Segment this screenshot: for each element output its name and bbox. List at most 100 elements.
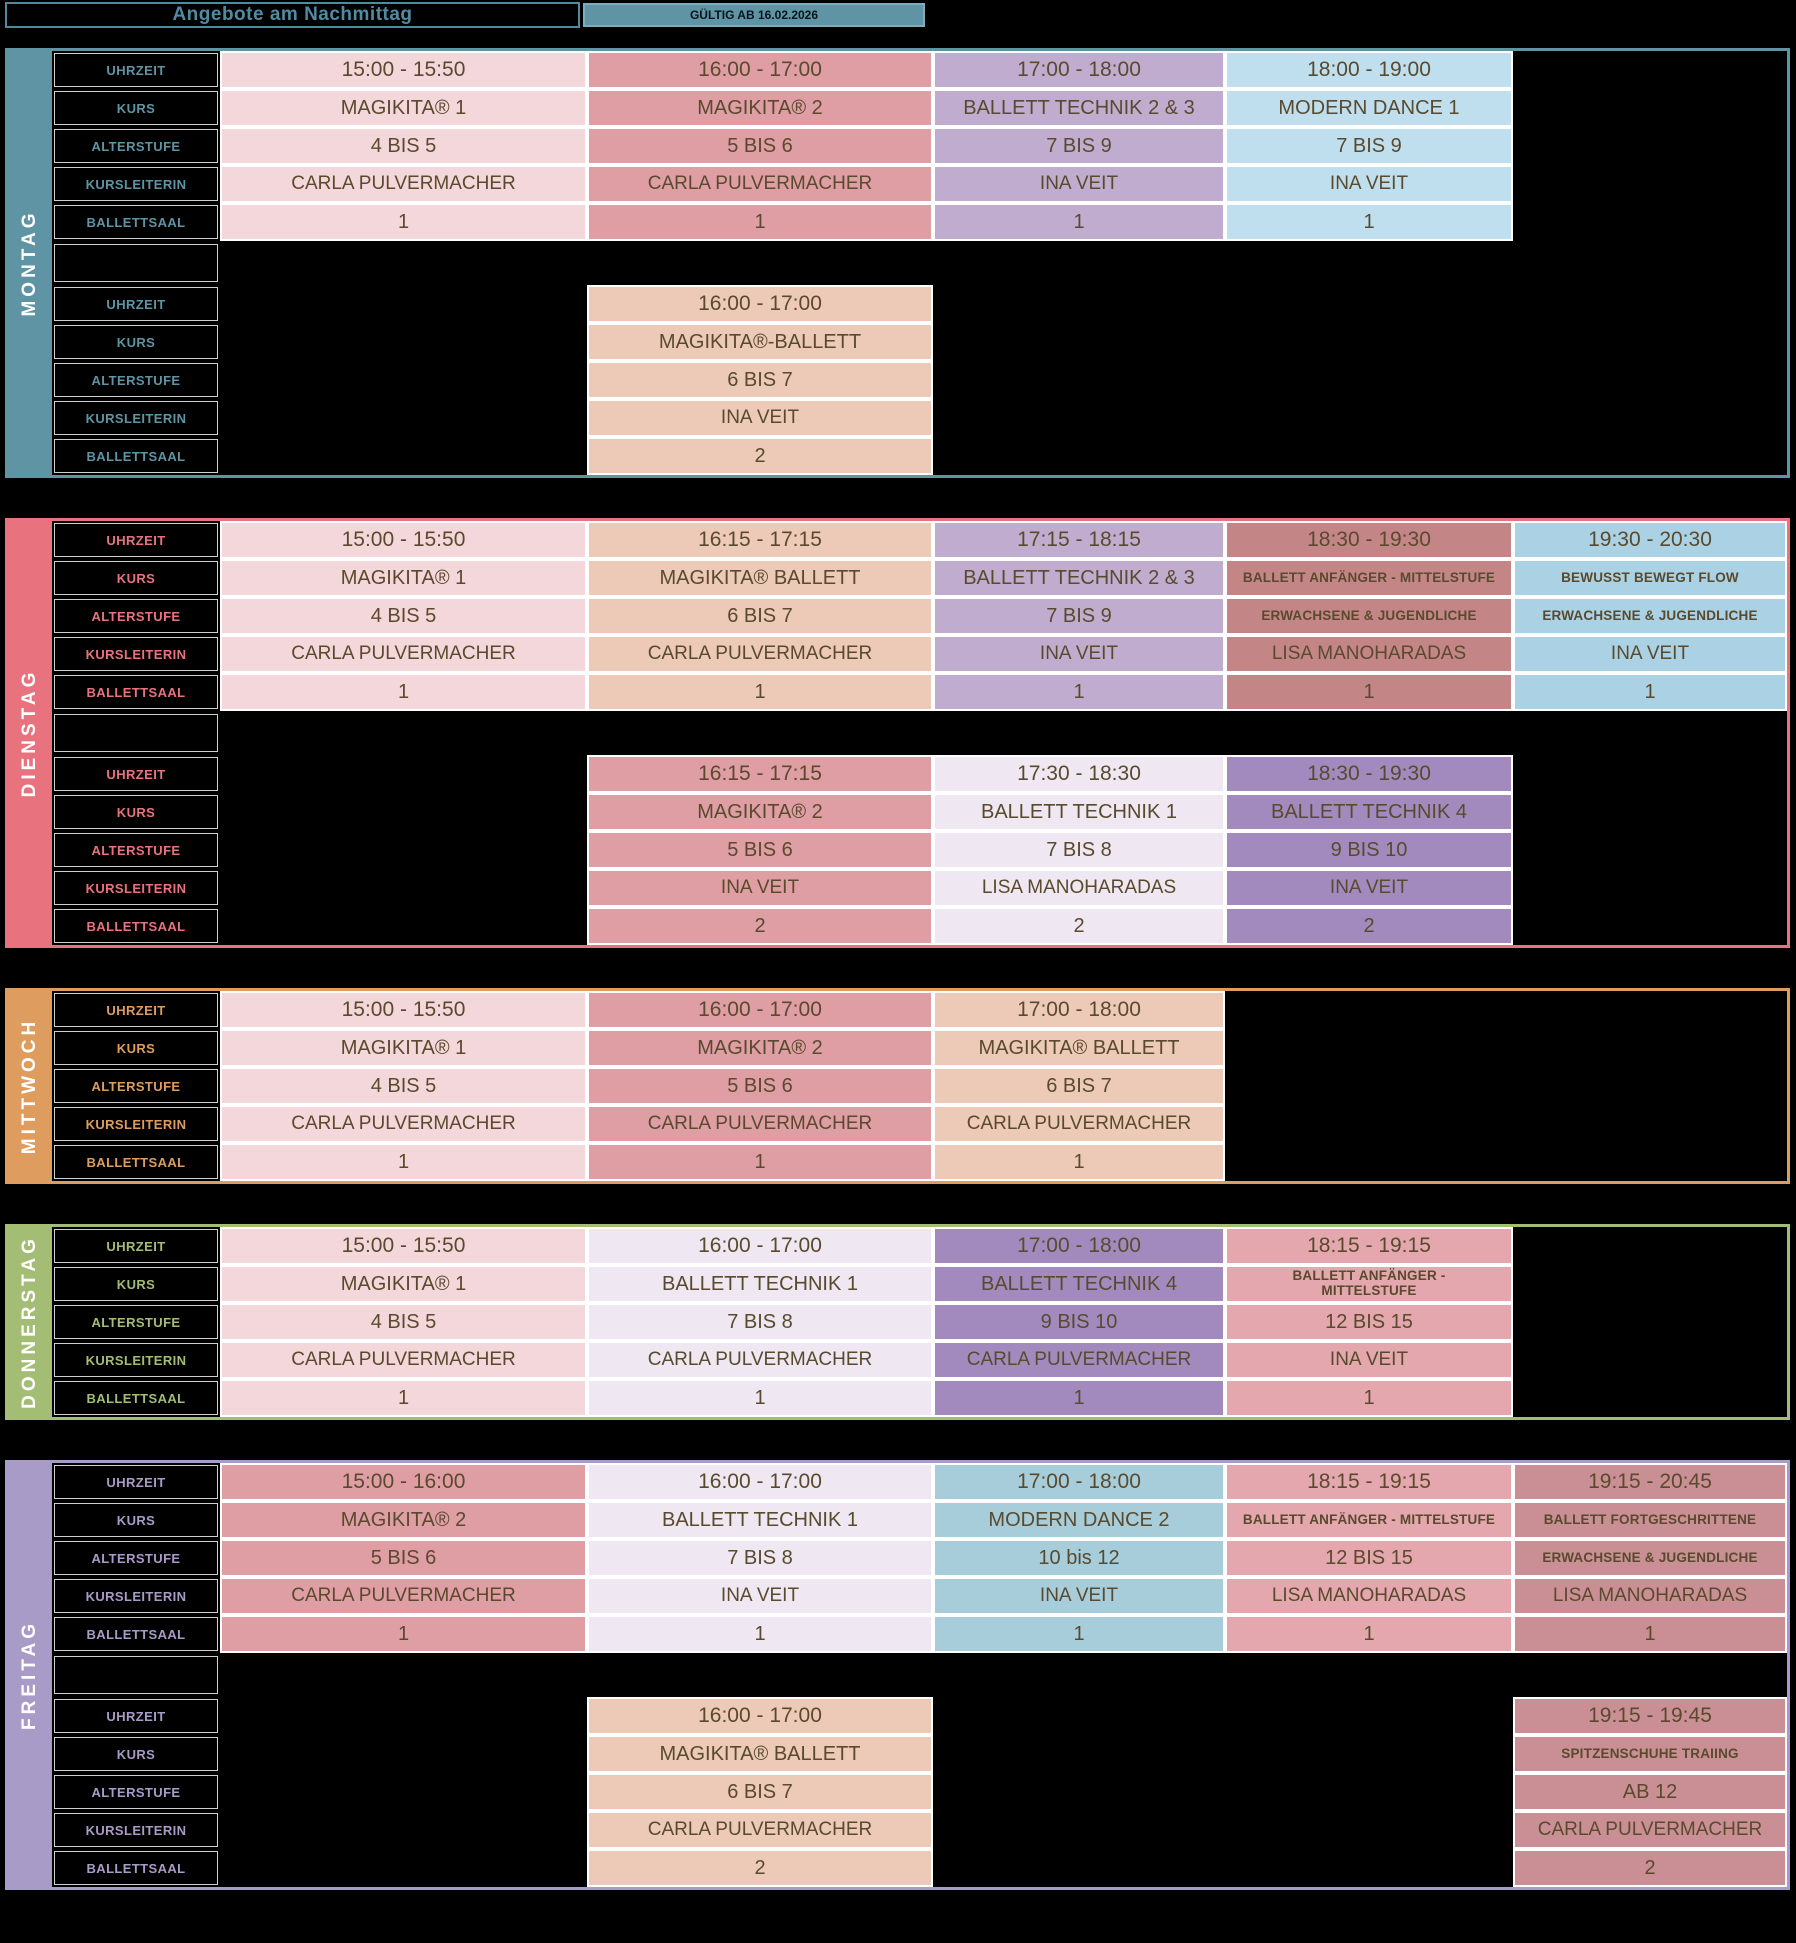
- teacher-cell: CARLA PULVERMACHER: [933, 1105, 1225, 1143]
- room-cell: 1: [933, 1615, 1225, 1653]
- row-label-age: ALTERSTUFE: [54, 129, 218, 163]
- age-cell: 7 BIS 8: [933, 831, 1225, 869]
- row-label-time: UHRZEIT: [54, 287, 218, 321]
- course-cell: MAGIKITA® 1: [220, 89, 587, 127]
- course-block: UHRZEIT KURS ALTERSTUFE KURSLEITERIN BALLETT…: [52, 1697, 1787, 1887]
- row-label-room: BALLETTSAAL: [54, 909, 218, 943]
- row-label-time: UHRZEIT: [54, 1229, 218, 1263]
- age-cell: 6 BIS 7: [587, 1773, 933, 1811]
- teacher-cell: INA VEIT: [587, 869, 933, 907]
- teacher-cell: INA VEIT: [1225, 1341, 1513, 1379]
- age-cell: ERWACHSENE & JUGENDLICHE: [1513, 597, 1787, 635]
- row-label-age: ALTERSTUFE: [54, 599, 218, 633]
- age-cell: 4 BIS 5: [220, 597, 587, 635]
- course-cell: BALLETT TECHNIK 2 & 3: [933, 559, 1225, 597]
- day-name-text: FREITAG: [19, 1620, 40, 1730]
- day-name-text: MONTAG: [19, 209, 40, 317]
- teacher-cell: CARLA PULVERMACHER: [933, 1341, 1225, 1379]
- age-cell: 12 BIS 15: [1225, 1303, 1513, 1341]
- row-label-teacher: KURSLEITERIN: [54, 1107, 218, 1141]
- time-cell: 16:15 - 17:15: [587, 521, 933, 559]
- room-cell: 1: [1513, 673, 1787, 711]
- time-cell: 15:00 - 15:50: [220, 521, 587, 559]
- room-cell: 1: [220, 1143, 587, 1181]
- course-block: UHRZEIT KURS ALTERSTUFE KURSLEITERIN BALLETT…: [52, 1227, 1787, 1417]
- room-cell: 1: [933, 203, 1225, 241]
- day-bar-mittwoch: MITTWOCH: [8, 991, 52, 1181]
- teacher-cell: CARLA PULVERMACHER: [587, 1105, 933, 1143]
- day-bar-dienstag: DIENSTAG: [8, 521, 52, 945]
- day-content: UHRZEIT KURS ALTERSTUFE KURSLEITERIN BALLETT…: [52, 1463, 1787, 1887]
- age-cell: 12 BIS 15: [1225, 1539, 1513, 1577]
- row-label-age: ALTERSTUFE: [54, 833, 218, 867]
- row-label-course: KURS: [54, 91, 218, 125]
- time-cell: 17:00 - 18:00: [933, 1227, 1225, 1265]
- time-cell: 18:00 - 19:00: [1225, 51, 1513, 89]
- time-cell: 15:00 - 15:50: [220, 991, 587, 1029]
- time-cell: 16:00 - 17:00: [587, 1697, 933, 1735]
- time-cell: 17:00 - 18:00: [933, 991, 1225, 1029]
- teacher-cell: CARLA PULVERMACHER: [587, 635, 933, 673]
- day-section-mittwoch: MITTWOCH UHRZEIT KURS ALTERSTUFE KURSLEITERI…: [5, 988, 1790, 1184]
- teacher-cell: CARLA PULVERMACHER: [587, 1341, 933, 1379]
- teacher-cell: LISA MANOHARADAS: [1225, 1577, 1513, 1615]
- age-cell: 5 BIS 6: [587, 831, 933, 869]
- course-cell: MAGIKITA®-BALLETT: [587, 323, 933, 361]
- row-label-teacher: KURSLEITERIN: [54, 1813, 218, 1847]
- spacer-row: [52, 711, 1787, 755]
- time-cell: 15:00 - 16:00: [220, 1463, 587, 1501]
- row-label-room: BALLETTSAAL: [54, 1617, 218, 1651]
- row-label-room: BALLETTSAAL: [54, 205, 218, 239]
- room-cell: 1: [587, 673, 933, 711]
- course-block: UHRZEIT KURS ALTERSTUFE KURSLEITERIN BALLETT…: [52, 521, 1787, 711]
- room-cell: 1: [1513, 1615, 1787, 1653]
- empty-label-cell: [54, 1656, 218, 1694]
- course-cell: BALLETT TECHNIK 1: [587, 1501, 933, 1539]
- course-cell: MAGIKITA® 2: [587, 793, 933, 831]
- row-label-room: BALLETTSAAL: [54, 1851, 218, 1885]
- course-cell: BALLETT FORTGESCHRITTENE: [1513, 1501, 1787, 1539]
- age-cell: AB 12: [1513, 1773, 1787, 1811]
- age-cell: ERWACHSENE & JUGENDLICHE: [1513, 1539, 1787, 1577]
- time-cell: 18:15 - 19:15: [1225, 1463, 1513, 1501]
- teacher-cell: LISA MANOHARADAS: [933, 869, 1225, 907]
- course-cell: MAGIKITA® 1: [220, 559, 587, 597]
- empty-label-cell: [54, 244, 218, 282]
- age-cell: 5 BIS 6: [220, 1539, 587, 1577]
- teacher-cell: INA VEIT: [933, 1577, 1225, 1615]
- row-label-time: UHRZEIT: [54, 1465, 218, 1499]
- course-cell: MODERN DANCE 1: [1225, 89, 1513, 127]
- day-name-text: DIENSTAG: [19, 668, 40, 798]
- time-cell: 16:00 - 17:00: [587, 991, 933, 1029]
- day-bar-montag: MONTAG: [8, 51, 52, 475]
- age-cell: 4 BIS 5: [220, 1303, 587, 1341]
- spacer-row: [52, 1653, 1787, 1697]
- page-title: Angebote am Nachmittag: [5, 2, 580, 28]
- age-cell: 6 BIS 7: [933, 1067, 1225, 1105]
- teacher-cell: INA VEIT: [933, 635, 1225, 673]
- weekly-schedule: MONTAG UHRZEIT KURS ALTERSTUFE KURSLEITERIN B…: [5, 48, 1790, 1930]
- room-cell: 1: [933, 1143, 1225, 1181]
- row-label-teacher: KURSLEITERIN: [54, 637, 218, 671]
- row-label-course: KURS: [54, 1737, 218, 1771]
- age-cell: 10 bis 12: [933, 1539, 1225, 1577]
- room-cell: 1: [1225, 673, 1513, 711]
- row-label-teacher: KURSLEITERIN: [54, 167, 218, 201]
- room-cell: 1: [1225, 203, 1513, 241]
- time-cell: 15:00 - 15:50: [220, 51, 587, 89]
- time-cell: 16:00 - 17:00: [587, 51, 933, 89]
- room-cell: 2: [587, 907, 933, 945]
- row-label-time: UHRZEIT: [54, 993, 218, 1027]
- course-cell: MAGIKITA® 2: [220, 1501, 587, 1539]
- day-name-text: DONNERSTAG: [19, 1235, 40, 1409]
- age-cell: 4 BIS 5: [220, 1067, 587, 1105]
- time-cell: 16:15 - 17:15: [587, 755, 933, 793]
- age-cell: 7 BIS 8: [587, 1539, 933, 1577]
- row-label-teacher: KURSLEITERIN: [54, 1343, 218, 1377]
- room-cell: 1: [1225, 1379, 1513, 1417]
- course-cell: MAGIKITA® 2: [587, 89, 933, 127]
- course-cell: BALLETT TECHNIK 4: [933, 1265, 1225, 1303]
- row-label-time: UHRZEIT: [54, 523, 218, 557]
- teacher-cell: CARLA PULVERMACHER: [220, 165, 587, 203]
